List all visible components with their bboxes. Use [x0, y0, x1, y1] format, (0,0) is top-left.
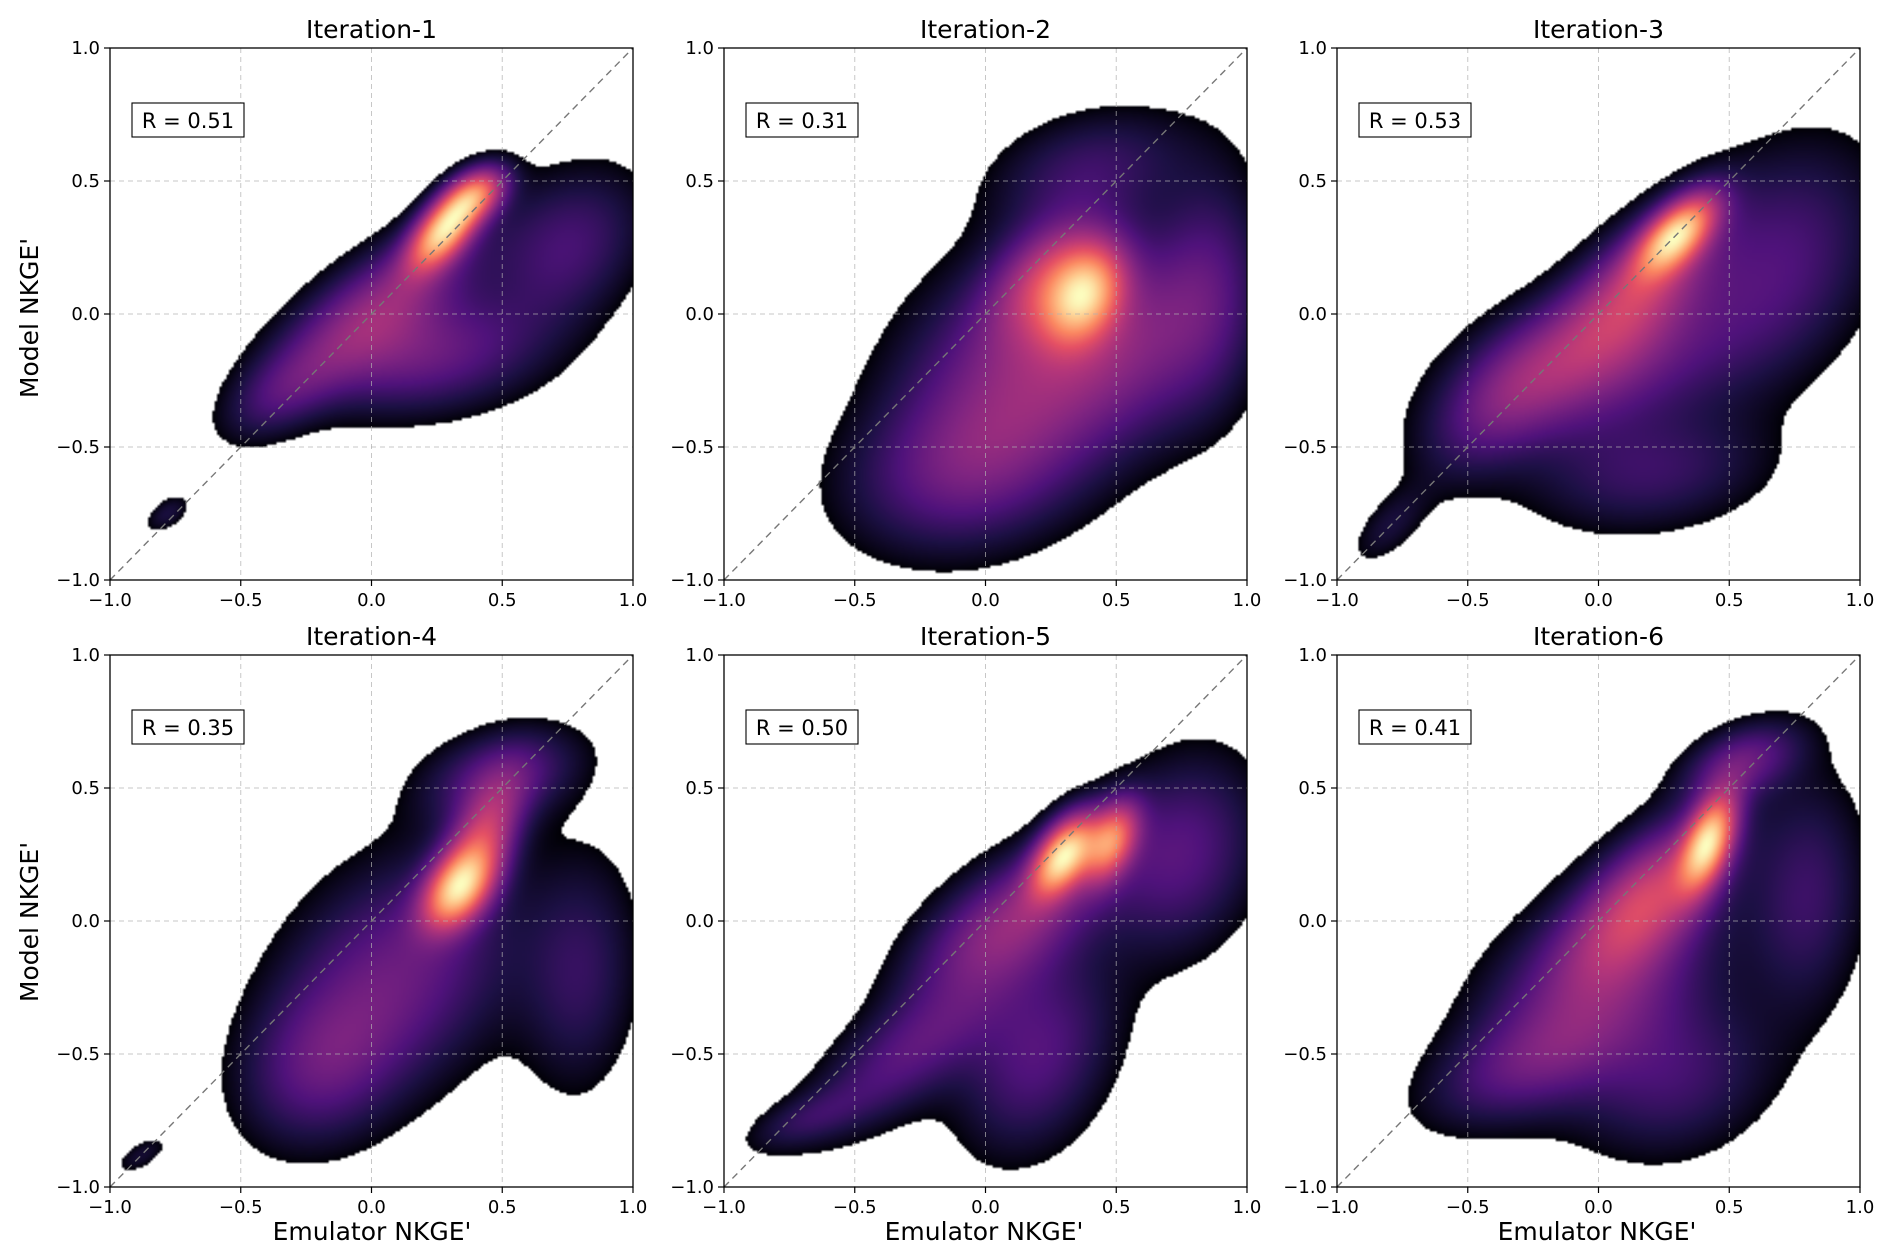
x-tick-label: 0.5: [1102, 590, 1131, 611]
x-tick-label: 0.0: [971, 1197, 1000, 1218]
x-tick-label: −0.5: [833, 1197, 877, 1218]
x-tick-label: 1.0: [1846, 590, 1875, 611]
y-tick-label: 0.5: [1298, 778, 1327, 799]
ylabel-top-row: Model NKGE': [15, 238, 44, 398]
x-tick-label: 0.5: [1102, 1197, 1131, 1218]
x-tick-label: −0.5: [1446, 590, 1490, 611]
annotation-box: [745, 102, 859, 138]
y-tick-label: 0.0: [71, 911, 100, 932]
y-tick-label: 0.5: [1298, 171, 1327, 192]
panel-title: Iteration-5: [920, 622, 1051, 651]
annotation-box: [745, 709, 859, 745]
panel-1: −1.0−1.0 −0.5 −0.5 0.0 0.0 0.5 0.5 1.0 1.0 Iterat…: [56, 15, 647, 611]
r-annotation: R = 0.51: [142, 109, 234, 133]
y-tick-label: −1.0: [670, 570, 714, 591]
x-tick-label: −1.0: [88, 590, 132, 611]
annotation-box: [131, 709, 245, 745]
reference-line-1to1: [109, 654, 634, 1188]
y-tick-label: −1.0: [670, 1177, 714, 1198]
panel-title: Iteration-2: [920, 15, 1051, 44]
x-tick-label: 1.0: [1846, 1197, 1875, 1218]
panel-3: −1.0−1.0 −0.5 −0.5 0.0 0.0 0.5 0.5 1.0 1.0 Iterat…: [1283, 15, 1874, 611]
y-tick-label: −0.5: [1283, 1044, 1327, 1065]
x-tick-label: 1.0: [1233, 1197, 1262, 1218]
y-tick-label: −0.5: [670, 1044, 714, 1065]
y-tick-label: −1.0: [1283, 570, 1327, 591]
r-annotation: R = 0.35: [142, 716, 234, 740]
annotation-box: [1358, 709, 1472, 745]
y-tick-label: 1.0: [71, 38, 100, 59]
r-annotation: R = 0.53: [1369, 109, 1461, 133]
x-tick-label: −0.5: [219, 590, 263, 611]
x-tick-label: 0.0: [357, 590, 386, 611]
reference-line-1to1: [1336, 47, 1861, 581]
y-tick-label: 0.0: [1298, 304, 1327, 325]
y-tick-label: 0.0: [685, 304, 714, 325]
y-tick-label: 1.0: [1298, 38, 1327, 59]
x-tick-label: 1.0: [619, 1197, 648, 1218]
y-tick-label: −0.5: [56, 437, 100, 458]
x-tick-label: −0.5: [833, 590, 877, 611]
xlabel-col-3: Emulator NKGE': [1498, 1217, 1697, 1246]
panel-title: Iteration-6: [1533, 622, 1664, 651]
x-tick-label: 0.5: [1715, 590, 1744, 611]
y-tick-label: 1.0: [685, 645, 714, 666]
x-tick-label: 0.5: [488, 1197, 517, 1218]
y-tick-label: −1.0: [56, 1177, 100, 1198]
r-annotation: R = 0.41: [1369, 716, 1461, 740]
y-tick-label: 0.5: [71, 778, 100, 799]
x-tick-label: −1.0: [1315, 590, 1359, 611]
panel-5: −1.0−1.0 −0.5 −0.5 0.0 0.0 0.5 0.5 1.0 1.0 Iterat…: [670, 622, 1261, 1218]
reference-line-1to1: [1336, 654, 1861, 1188]
y-tick-label: 0.0: [71, 304, 100, 325]
x-tick-label: 0.0: [1584, 590, 1613, 611]
x-tick-label: −0.5: [1446, 1197, 1490, 1218]
y-tick-label: −0.5: [1283, 437, 1327, 458]
x-tick-label: 0.5: [1715, 1197, 1744, 1218]
y-tick-label: −1.0: [1283, 1177, 1327, 1198]
panel-title: Iteration-3: [1533, 15, 1664, 44]
y-tick-label: 0.0: [1298, 911, 1327, 932]
panel-2: −1.0−1.0 −0.5 −0.5 0.0 0.0 0.5 0.5 1.0 1.0 Iterat…: [670, 15, 1261, 611]
panel-title: Iteration-4: [306, 622, 437, 651]
y-tick-label: 0.5: [71, 171, 100, 192]
x-tick-label: −1.0: [702, 1197, 746, 1218]
x-tick-label: −1.0: [88, 1197, 132, 1218]
x-tick-label: 0.5: [488, 590, 517, 611]
ylabel-bottom-row: Model NKGE': [15, 842, 44, 1002]
panel-4: −1.0−1.0 −0.5 −0.5 0.0 0.0 0.5 0.5 1.0 1.0 Iterat…: [56, 622, 647, 1218]
y-tick-label: 1.0: [685, 38, 714, 59]
xlabel-col-1: Emulator NKGE': [273, 1217, 472, 1246]
x-tick-label: 1.0: [619, 590, 648, 611]
panel-title: Iteration-1: [306, 15, 437, 44]
xlabel-col-2: Emulator NKGE': [885, 1217, 1084, 1246]
y-tick-label: 1.0: [1298, 645, 1327, 666]
reference-line-1to1: [723, 654, 1248, 1188]
x-tick-label: 0.0: [1584, 1197, 1613, 1218]
annotation-box: [1358, 102, 1472, 138]
reference-line-1to1: [109, 47, 634, 581]
x-tick-label: −1.0: [1315, 1197, 1359, 1218]
y-tick-label: −0.5: [56, 1044, 100, 1065]
y-tick-label: 0.5: [685, 778, 714, 799]
x-tick-label: 1.0: [1233, 590, 1262, 611]
y-tick-label: 1.0: [71, 645, 100, 666]
y-tick-label: −0.5: [670, 437, 714, 458]
panel-6: −1.0−1.0 −0.5 −0.5 0.0 0.0 0.5 0.5 1.0 1.0 Iterat…: [1283, 622, 1874, 1218]
r-annotation: R = 0.50: [756, 716, 848, 740]
x-tick-label: −1.0: [702, 590, 746, 611]
reference-line-1to1: [723, 47, 1248, 581]
y-tick-label: −1.0: [56, 570, 100, 591]
x-tick-label: 0.0: [971, 590, 1000, 611]
x-tick-label: 0.0: [357, 1197, 386, 1218]
y-tick-label: 0.0: [685, 911, 714, 932]
x-tick-label: −0.5: [219, 1197, 263, 1218]
r-annotation: R = 0.31: [756, 109, 848, 133]
annotation-box: [131, 102, 245, 138]
y-tick-label: 0.5: [685, 171, 714, 192]
